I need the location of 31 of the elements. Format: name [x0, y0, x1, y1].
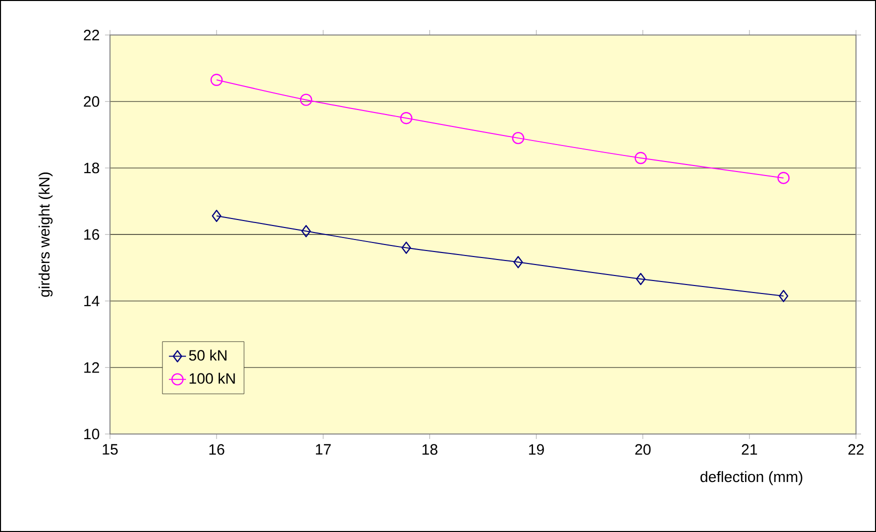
point — [512, 132, 524, 144]
y-tick-label: 20 — [84, 96, 100, 107]
x-axis-title: deflection (mm) — [700, 471, 802, 486]
y-tick-label: 16 — [84, 229, 100, 240]
x-tick-label: 18 — [422, 444, 438, 455]
point — [301, 225, 311, 238]
point — [777, 172, 790, 184]
x-tick-label: 16 — [209, 444, 224, 455]
x-tick-label: 21 — [742, 444, 758, 455]
point — [300, 94, 312, 106]
point — [634, 152, 647, 164]
point — [636, 272, 646, 286]
y-tick-label: 18 — [84, 162, 100, 174]
legend-label: 50 kN — [189, 350, 226, 361]
y-tick-label: 22 — [84, 30, 100, 40]
point — [210, 74, 223, 86]
x-tick-label: 17 — [316, 444, 331, 455]
x-tick-label: 20 — [635, 444, 651, 455]
point — [402, 242, 411, 254]
legend-label: 100 kN — [190, 372, 235, 384]
y-tick-label: 14 — [84, 296, 100, 306]
point — [400, 112, 412, 124]
point — [778, 290, 788, 302]
point — [513, 256, 523, 268]
y-axis-title: girders weight (kN) — [38, 172, 53, 297]
x-tick-label: 19 — [529, 444, 544, 455]
y-tick-label: 10 — [84, 428, 100, 440]
y-tick-label: 12 — [84, 362, 100, 373]
point — [212, 210, 222, 222]
x-tick-label: 15 — [102, 444, 118, 455]
x-tick-label: 22 — [848, 444, 864, 455]
